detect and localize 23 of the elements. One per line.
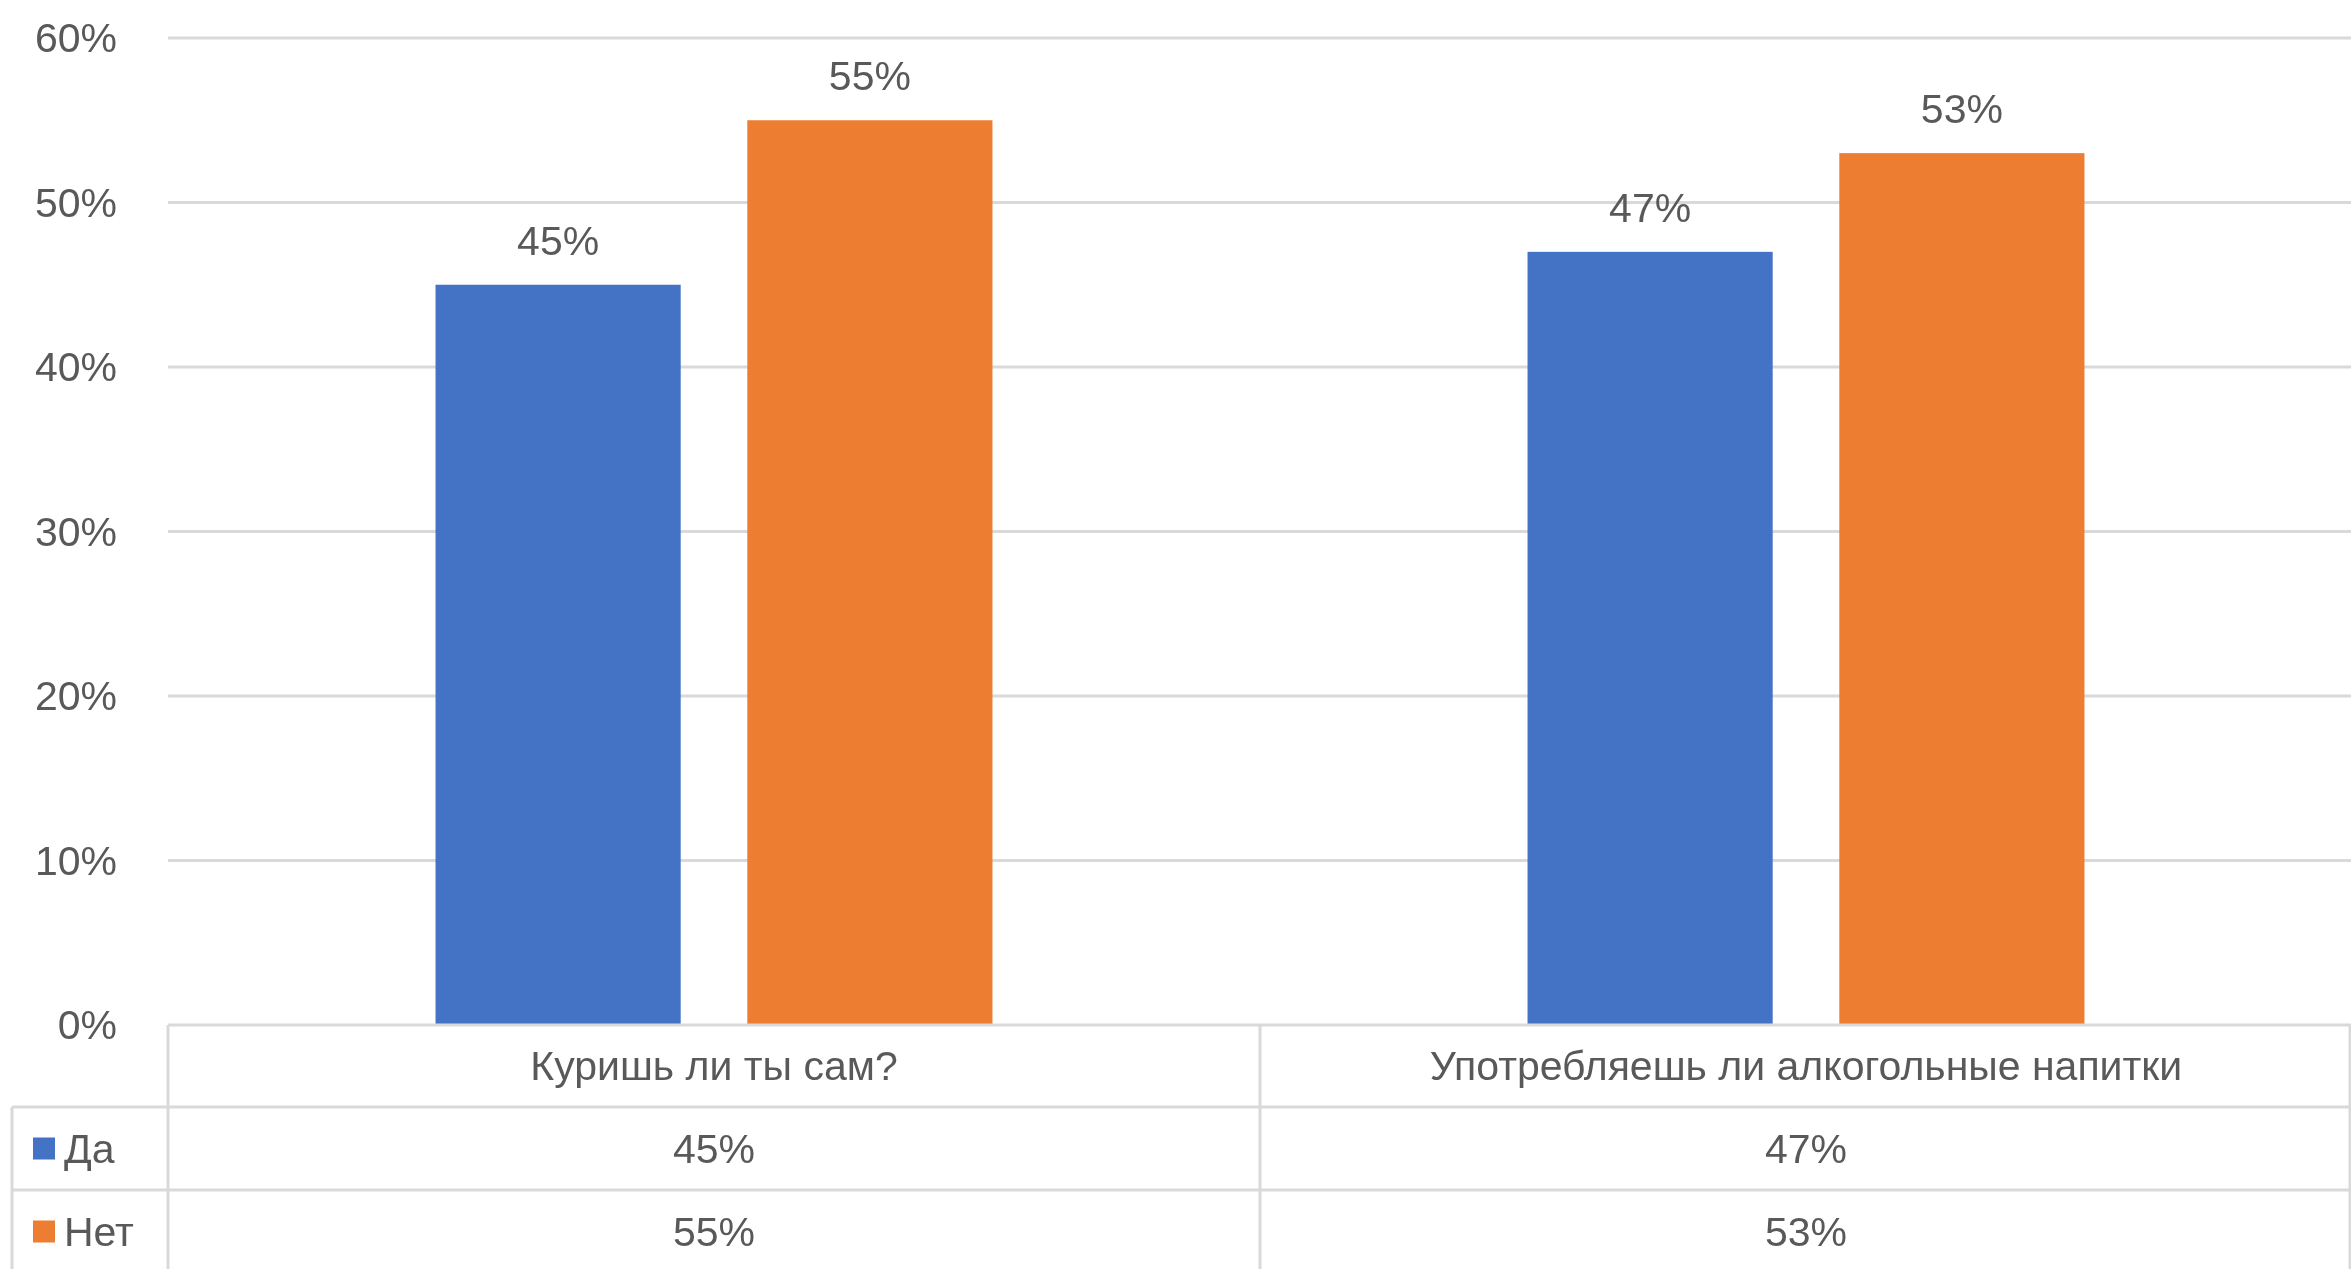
text: 55% [828, 53, 911, 100]
y-tick-label: 50% [34, 179, 117, 226]
text: 47% [1609, 184, 1692, 231]
x-tick-label: Куришь ли ты сам? [530, 1043, 898, 1090]
text: 45% [517, 217, 600, 264]
bar [435, 284, 681, 1025]
legend-label: Да [64, 1125, 115, 1172]
data-label: 45% [672, 1125, 756, 1172]
legend-label: Нет [64, 1208, 135, 1255]
y-tick-label: 60% [34, 15, 117, 62]
data-label: 55% [672, 1208, 756, 1255]
text: 53% [1920, 86, 2003, 133]
data-label: 53% [1764, 1208, 1848, 1255]
y-tick-label: 20% [34, 673, 117, 720]
data-label: 47% [1764, 1125, 1848, 1172]
y-tick-label: 0% [57, 1002, 117, 1049]
bar [747, 120, 993, 1025]
y-tick-label: 40% [34, 344, 117, 391]
y-tick-label: 10% [34, 837, 117, 884]
y-tick-label: 30% [34, 508, 117, 555]
bar [1527, 251, 1773, 1025]
bar [1839, 153, 2085, 1025]
x-tick-label: Употребляешь ли алкогольные напитки [1429, 1043, 2183, 1090]
